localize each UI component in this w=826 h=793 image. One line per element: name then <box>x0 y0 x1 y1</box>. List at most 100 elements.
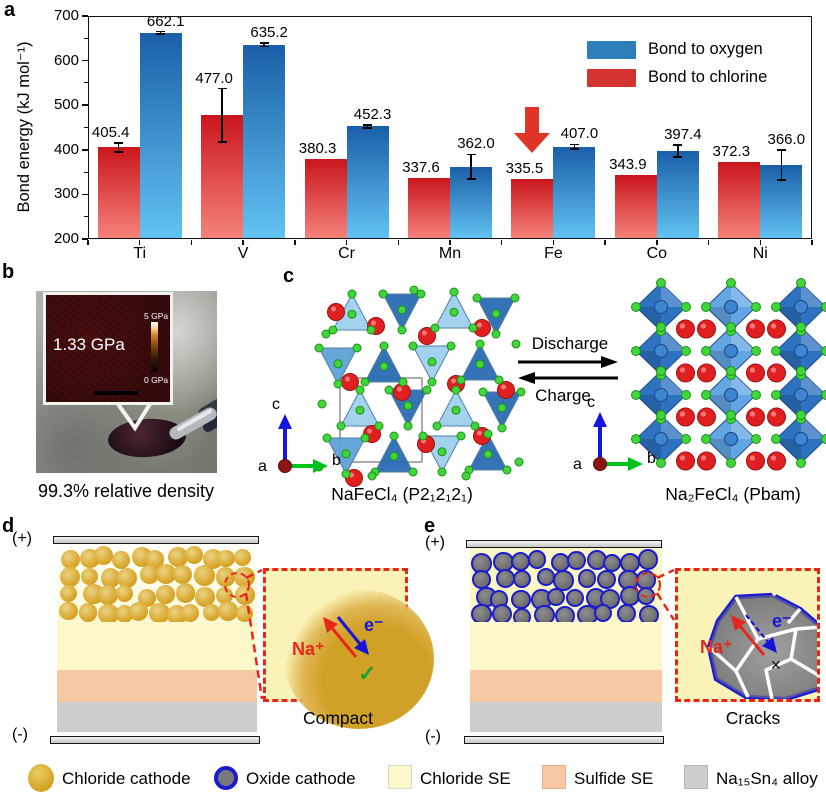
chlorine-atom <box>437 447 447 457</box>
x-tick <box>138 240 141 245</box>
chlorine-atom <box>478 387 488 397</box>
error-cap <box>776 179 786 181</box>
chlorine-atom <box>771 390 781 400</box>
chloride-particle <box>59 566 80 587</box>
na2fecl4-caption: Na₂FeCl₄ (Pbam) <box>665 484 801 504</box>
chlorine-atom <box>821 434 826 444</box>
iron-atom <box>723 299 739 315</box>
chloride-particle <box>215 567 236 587</box>
chlorine-atom <box>771 346 781 356</box>
error-bar <box>470 154 472 180</box>
chlorine-atom <box>333 359 343 369</box>
chlorine-atom <box>511 339 521 349</box>
chlorine-atom <box>796 366 806 376</box>
bar-oxygen <box>346 126 389 239</box>
current-collector-top-d[interactable] <box>53 536 259 544</box>
y-tick-label: 600 <box>53 51 79 69</box>
bar-value-label: 380.3 <box>298 139 337 157</box>
oxide-particle <box>527 550 547 569</box>
chloride-particle <box>156 585 175 605</box>
chlorine-atom <box>432 421 442 431</box>
x-category-label: Ti <box>133 245 147 262</box>
chlorine-atom <box>726 366 736 376</box>
sodium-ion-label-e: Na⁺ <box>700 637 733 657</box>
chlorine-atom <box>796 410 806 420</box>
chlorine-atom <box>821 390 826 400</box>
chlorine-atom <box>341 449 351 459</box>
sulfide-se-layer-e[interactable] <box>470 670 662 702</box>
chlorine-atom <box>510 293 520 303</box>
chloride-cathode-layer[interactable] <box>57 545 257 626</box>
chlorine-atom <box>366 325 376 335</box>
oxide-cathode-layer[interactable] <box>470 548 662 627</box>
chlorine-atom <box>384 385 394 395</box>
tweezers <box>169 398 217 440</box>
current-collector-top-e[interactable] <box>466 540 662 548</box>
crack-lines <box>707 596 817 699</box>
chlorine-atom <box>751 302 761 312</box>
bar-value-label: 337.6 <box>402 158 440 176</box>
chloride-particle <box>80 568 98 586</box>
chlorine-atom <box>751 346 761 356</box>
bar-value-label: 407.0 <box>560 125 599 143</box>
chlorine-atom <box>355 385 365 395</box>
alloy-anode-layer-d[interactable] <box>57 702 257 732</box>
chloride-particle <box>61 549 81 570</box>
current-collector-bottom-d[interactable] <box>50 736 260 744</box>
oxide-particle <box>546 587 566 607</box>
chloride-se-legend-label: Chloride SE <box>420 769 511 788</box>
current-collector-bottom-e[interactable] <box>464 736 664 744</box>
bar-value-label: 662.1 <box>146 12 185 30</box>
bar-value-label: 635.2 <box>250 24 288 42</box>
error-cap <box>114 142 124 144</box>
chlorine-atom <box>352 343 362 353</box>
chloride-se-layer-d[interactable] <box>57 622 257 670</box>
sulfide-se-layer-d[interactable] <box>57 670 257 702</box>
chlorine-atom <box>631 434 641 444</box>
chloride-particle <box>100 568 121 589</box>
electron-label-e: e⁻ <box>772 611 792 631</box>
chlorine-atom <box>475 359 485 369</box>
chlorine-atom <box>408 467 418 477</box>
chloride-se-layer-e[interactable] <box>470 622 662 670</box>
y-tick-label: 200 <box>53 230 79 247</box>
chloride-particle <box>115 585 134 603</box>
nafecl4-structure <box>314 285 526 487</box>
positive-electrode-label-d: (+) <box>12 530 32 547</box>
cracked-particle-inset: Na⁺ e⁻ ✕ <box>675 568 820 702</box>
error-cap <box>156 33 166 35</box>
alloy-anode-layer-e[interactable] <box>470 702 662 732</box>
chloride-particle <box>234 548 252 567</box>
y-tick-label: 500 <box>53 96 79 114</box>
x-tick <box>345 240 348 245</box>
chlorine-atom <box>514 457 524 467</box>
chlorine-atom <box>491 329 501 339</box>
bar-value-label: 335.5 <box>505 159 544 177</box>
x-boundary-tick <box>87 240 89 245</box>
x-boundary-tick <box>190 240 193 245</box>
sulfide-se-legend-label: Sulfide SE <box>574 769 654 788</box>
chlorine-atom <box>701 390 711 400</box>
y-tick-label: 700 <box>53 7 79 24</box>
oxide-particle <box>513 569 532 588</box>
discharge-label: Discharge <box>531 334 609 353</box>
y-minor-tick <box>84 37 88 39</box>
x-tick <box>449 240 451 245</box>
panel-letter-d: d <box>2 515 15 537</box>
x-boundary-tick <box>811 240 813 245</box>
chlorine-atom <box>701 302 711 312</box>
cross-icon: ✕ <box>770 657 782 673</box>
chlorine-atom <box>317 399 327 409</box>
x-category-label: Mn <box>438 245 462 262</box>
chloride-particle <box>93 545 113 565</box>
chloride-particle <box>116 568 138 589</box>
legend-swatch <box>587 40 636 59</box>
x-tick <box>656 240 658 245</box>
chlorine-atom <box>379 361 389 371</box>
colorbar-max-label: 5 GPa <box>144 311 169 321</box>
iron-atom <box>793 387 809 403</box>
iron-atom <box>723 343 739 359</box>
x-boundary-tick <box>294 240 296 245</box>
iron-atom <box>653 431 669 447</box>
chlorine-atom <box>494 375 504 385</box>
